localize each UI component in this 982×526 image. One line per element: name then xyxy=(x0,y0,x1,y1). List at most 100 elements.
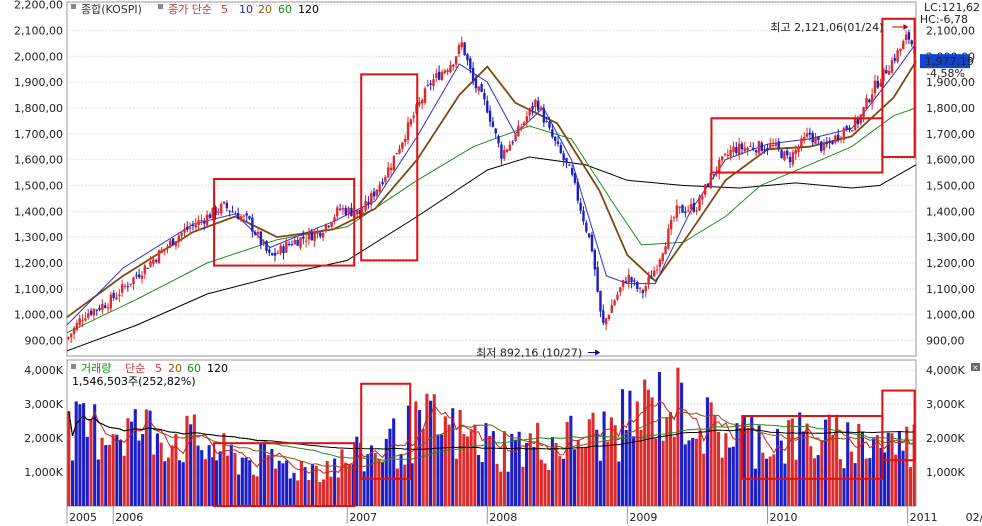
candle-body xyxy=(890,60,894,73)
volume-bar xyxy=(203,459,207,506)
candle-body xyxy=(633,280,636,282)
candle-body xyxy=(197,220,200,226)
volume-bar xyxy=(465,436,470,506)
candle-body xyxy=(771,144,775,146)
price-highlight-box xyxy=(881,17,916,159)
volume-bar xyxy=(251,474,255,506)
candle-body xyxy=(862,107,865,117)
volume-bar xyxy=(104,445,108,506)
legend-period-120: 120 xyxy=(298,3,319,16)
price-highlight-box xyxy=(710,117,884,174)
candle-body xyxy=(800,138,803,147)
candle-body xyxy=(661,253,664,262)
volume-bar xyxy=(831,434,835,506)
legend-volume-title: 거래량 xyxy=(81,362,111,375)
volume-ytick-label: 3,000K xyxy=(24,398,63,411)
candle-body xyxy=(593,250,596,270)
volume-bar xyxy=(436,434,440,506)
volume-bar xyxy=(613,425,617,506)
candle-body xyxy=(791,152,795,165)
volume-bar xyxy=(200,450,204,506)
candle-body xyxy=(293,239,297,245)
candle-body xyxy=(743,147,746,152)
volume-bar xyxy=(270,449,274,506)
candle-body xyxy=(344,208,347,215)
candle-body xyxy=(907,32,911,40)
volume-bar xyxy=(716,431,721,506)
candle-body xyxy=(401,142,404,149)
candle-body xyxy=(432,79,435,87)
volume-bar xyxy=(772,454,776,506)
volume-bar xyxy=(484,423,488,506)
candle-body xyxy=(316,231,319,234)
candle-body xyxy=(732,146,735,153)
price-panel-frame xyxy=(66,1,917,357)
volume-bar xyxy=(787,420,791,506)
candle-body xyxy=(296,240,299,246)
volume-bar xyxy=(488,435,492,506)
volume-bar xyxy=(462,434,466,506)
candle-body xyxy=(774,142,778,146)
volume-bar xyxy=(381,461,385,506)
volume-bar xyxy=(554,442,558,506)
candle-body xyxy=(655,269,659,271)
candle-body xyxy=(848,127,851,130)
candle-body xyxy=(624,281,628,283)
price-ytick-label: 1,100,00 xyxy=(14,283,63,296)
candle-body xyxy=(248,216,251,219)
candle-body xyxy=(735,147,738,154)
volume-bar xyxy=(783,463,787,506)
candle-body xyxy=(174,241,178,247)
volume-bar xyxy=(801,431,805,506)
candle-body xyxy=(718,160,721,174)
volume-bar xyxy=(606,441,610,506)
legend-ma-label: 종가 단순 xyxy=(168,3,212,16)
candle-body xyxy=(115,297,118,300)
volume-bar xyxy=(100,437,104,506)
candle-body xyxy=(443,70,447,74)
price-right-ytick-label: 1,000,00 xyxy=(926,309,975,322)
volume-bar xyxy=(842,468,846,506)
lc-label: LC:121,62 xyxy=(924,1,980,14)
candle-body xyxy=(508,144,512,151)
candle-body xyxy=(599,290,602,312)
volume-bar xyxy=(126,418,130,506)
candle-body xyxy=(449,65,452,73)
volume-bar xyxy=(170,445,174,506)
volume-bar xyxy=(469,430,473,506)
volume-bar xyxy=(421,428,425,506)
volume-bar xyxy=(547,469,551,506)
current-price-change: -4,58% xyxy=(926,67,965,80)
volume-bar xyxy=(894,454,898,506)
candle-body xyxy=(313,232,316,241)
candle-body xyxy=(452,64,455,67)
volume-bar xyxy=(525,443,529,506)
candle-body xyxy=(324,224,328,231)
candle-body xyxy=(381,182,384,185)
volume-bar xyxy=(665,417,669,506)
volume-bar xyxy=(458,409,462,506)
candle-body xyxy=(358,209,362,215)
candle-body xyxy=(579,202,582,211)
volume-bar xyxy=(846,422,850,506)
volume-bar xyxy=(558,456,562,506)
price-ytick-label: 1,200,00 xyxy=(14,257,63,270)
volume-bar xyxy=(166,457,171,506)
volume-bar xyxy=(731,446,735,506)
candle-body xyxy=(590,234,594,252)
volume-bar xyxy=(292,472,296,506)
volume-right-ytick-label: 1,000K xyxy=(926,466,965,479)
volume-ytick-label: 2,000K xyxy=(24,432,63,445)
candle-body xyxy=(262,241,265,244)
candle-body xyxy=(706,183,710,187)
volume-bar xyxy=(118,440,123,506)
candle-body xyxy=(834,135,837,143)
legend-volume-ma-label: 단순 xyxy=(125,362,145,375)
close-icon[interactable]: × xyxy=(971,363,980,372)
candle-body xyxy=(494,128,497,134)
volume-bar xyxy=(746,428,750,506)
candle-body xyxy=(84,318,87,321)
candle-body xyxy=(188,227,192,229)
candle-body xyxy=(234,213,237,215)
price-ytick-label: 2,200,00 xyxy=(14,0,63,12)
